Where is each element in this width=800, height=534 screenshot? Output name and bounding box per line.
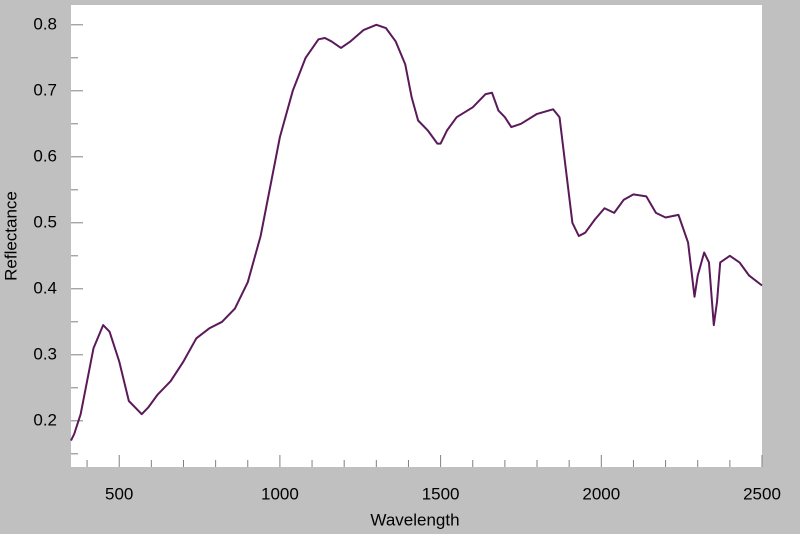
plot-area xyxy=(71,5,762,467)
y-axis-label: Reflectance xyxy=(1,191,20,281)
y-tick-label: 0.7 xyxy=(33,80,57,99)
y-tick-label: 0.6 xyxy=(33,146,57,165)
y-tick-label: 0.5 xyxy=(33,212,57,231)
x-tick-label: 2000 xyxy=(582,484,620,503)
y-tick-label: 0.4 xyxy=(33,278,57,297)
spectrum-line xyxy=(70,23,763,442)
y-tick-label: 0.3 xyxy=(33,344,57,363)
y-tick-label: 0.8 xyxy=(33,14,57,33)
x-tick-label: 1500 xyxy=(422,484,460,503)
x-tick-label: 1000 xyxy=(261,484,299,503)
x-tick-label: 2500 xyxy=(743,484,781,503)
y-tick-label: 0.2 xyxy=(33,410,57,429)
x-axis-label: Wavelength xyxy=(370,510,459,529)
x-tick-label: 500 xyxy=(105,484,133,503)
